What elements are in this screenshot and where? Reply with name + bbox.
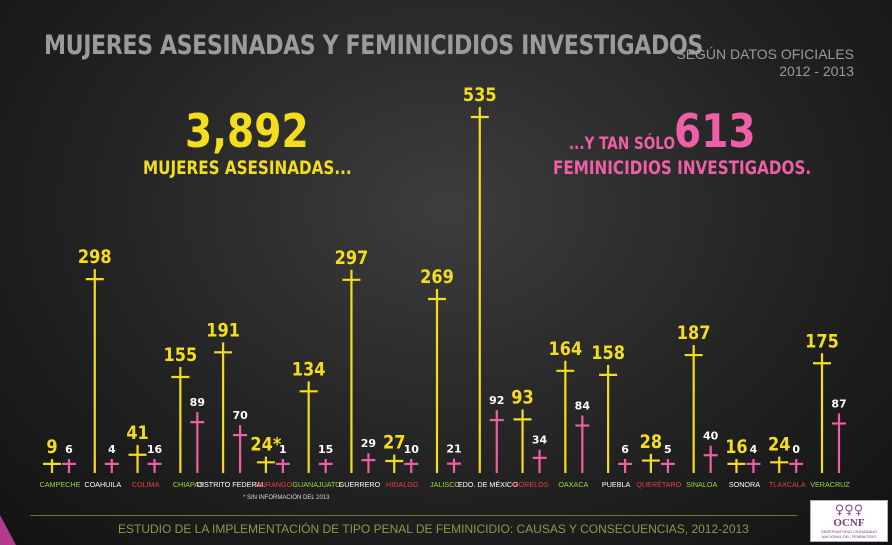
pink-value-label-12: 84	[575, 400, 591, 413]
yellow-value-label-14: 28	[640, 432, 662, 454]
pink-value-label-18: 87	[831, 397, 846, 410]
pink-value-label-11: 34	[532, 434, 548, 447]
chart-title: MUJERES ASESINADAS Y FEMINICIDIOS INVEST…	[44, 30, 703, 61]
logo-symbol-icon: ♀♀♀	[834, 502, 864, 518]
yellow-value-label-4: 191	[206, 320, 240, 342]
pink-value-label-1: 4	[108, 443, 116, 456]
logo-text: OCNF	[833, 516, 865, 529]
chart-footnote: * SIN INFORMACIÓN DEL 2013	[243, 495, 330, 501]
yellow-value-label-2: 41	[126, 423, 148, 445]
pink-value-label-13: 6	[621, 443, 629, 456]
logo-small-1: OBSERVATORIO CIUDADANO	[820, 528, 878, 534]
yellow-value-label-13: 158	[591, 343, 625, 365]
pink-value-label-3: 89	[190, 396, 205, 409]
pink-value-label-17: 0	[792, 443, 800, 456]
category-label-7: GUERRERO	[339, 480, 381, 489]
category-label-3: CHIAPAS	[173, 480, 204, 489]
pink-value-label-4: 70	[232, 409, 248, 422]
pink-value-label-8: 10	[404, 443, 420, 456]
yellow-value-label-1: 298	[78, 247, 112, 269]
category-label-10: EDO. DE MÉXICO	[458, 480, 518, 489]
yellow-value-label-18: 175	[805, 331, 839, 353]
feminicide-total: 613	[674, 104, 756, 158]
pink-value-label-5: 1	[279, 443, 287, 456]
corner-accent	[0, 515, 16, 545]
category-label-13: PUEBLA	[602, 480, 631, 489]
yellow-value-label-6: 134	[292, 359, 326, 381]
pink-value-label-6: 15	[318, 443, 333, 456]
pink-value-label-2: 16	[147, 443, 163, 456]
category-label-1: COAHUILA	[84, 480, 121, 489]
yellow-value-label-9: 269	[420, 267, 454, 289]
murdered-label: MUJERES ASESINADAS...	[143, 157, 352, 179]
category-label-5: DURANGO	[256, 480, 293, 489]
pink-value-label-9: 21	[446, 443, 461, 456]
yellow-value-label-12: 164	[548, 339, 582, 361]
source-line-1: SEGÚN DATOS OFICIALES	[676, 46, 854, 62]
footer-text: ESTUDIO DE LA IMPLEMENTACIÓN DE TIPO PEN…	[118, 522, 749, 536]
yellow-value-label-17: 24	[768, 434, 790, 456]
category-label-6: GUANAJUATO	[292, 480, 341, 489]
pink-value-label-10: 92	[489, 394, 504, 407]
category-label-16: SONORA	[729, 480, 760, 489]
category-label-9: JALISCO	[430, 480, 460, 489]
source-line-2: 2012 - 2013	[779, 63, 854, 79]
pink-value-label-15: 40	[703, 430, 719, 443]
ocnf-logo: ♀♀♀ OCNF OBSERVATORIO CIUDADANO NACIONAL…	[810, 500, 888, 542]
category-label-11: MORELOS	[513, 480, 549, 489]
category-label-14: QUERÉTARO	[636, 480, 681, 489]
feminicide-label: FEMINICIDIOS INVESTIGADOS.	[553, 157, 812, 179]
yellow-value-label-16: 16	[725, 437, 747, 459]
category-label-8: HIDALGO	[386, 480, 419, 489]
pink-value-label-0: 6	[65, 443, 73, 456]
category-label-2: COLIMA	[132, 480, 160, 489]
logo-small-2: NACIONAL DEL FEMINICIDIO	[821, 533, 877, 539]
feminicide-prefix: ...Y TAN SÓLO	[569, 134, 676, 154]
pink-value-label-16: 4	[750, 443, 758, 456]
yellow-value-label-3: 155	[163, 345, 197, 367]
pink-value-label-14: 5	[664, 443, 672, 456]
yellow-value-label-10: 535	[463, 85, 497, 107]
category-label-4: DISTRITO FEDERAL	[197, 480, 266, 489]
yellow-value-label-8: 27	[383, 432, 405, 454]
source-note: SEGÚN DATOS OFICIALES 2012 - 2013	[676, 46, 854, 80]
yellow-value-label-7: 297	[335, 248, 369, 270]
category-label-18: VERACRUZ	[810, 480, 850, 489]
category-label-0: CAMPECHE	[40, 480, 81, 489]
yellow-value-label-11: 93	[511, 387, 533, 409]
footer-divider	[30, 515, 797, 516]
yellow-value-label-0: 9	[46, 437, 57, 459]
yellow-value-label-15: 187	[677, 323, 711, 345]
murdered-total: 3,892	[185, 104, 309, 158]
category-label-12: OAXACA	[558, 480, 588, 489]
yellow-value-label-5: 24*	[250, 434, 281, 456]
category-label-15: SINALOA	[686, 480, 717, 489]
pink-value-label-7: 29	[361, 437, 376, 450]
category-label-17: TLAXCALA	[769, 480, 806, 489]
